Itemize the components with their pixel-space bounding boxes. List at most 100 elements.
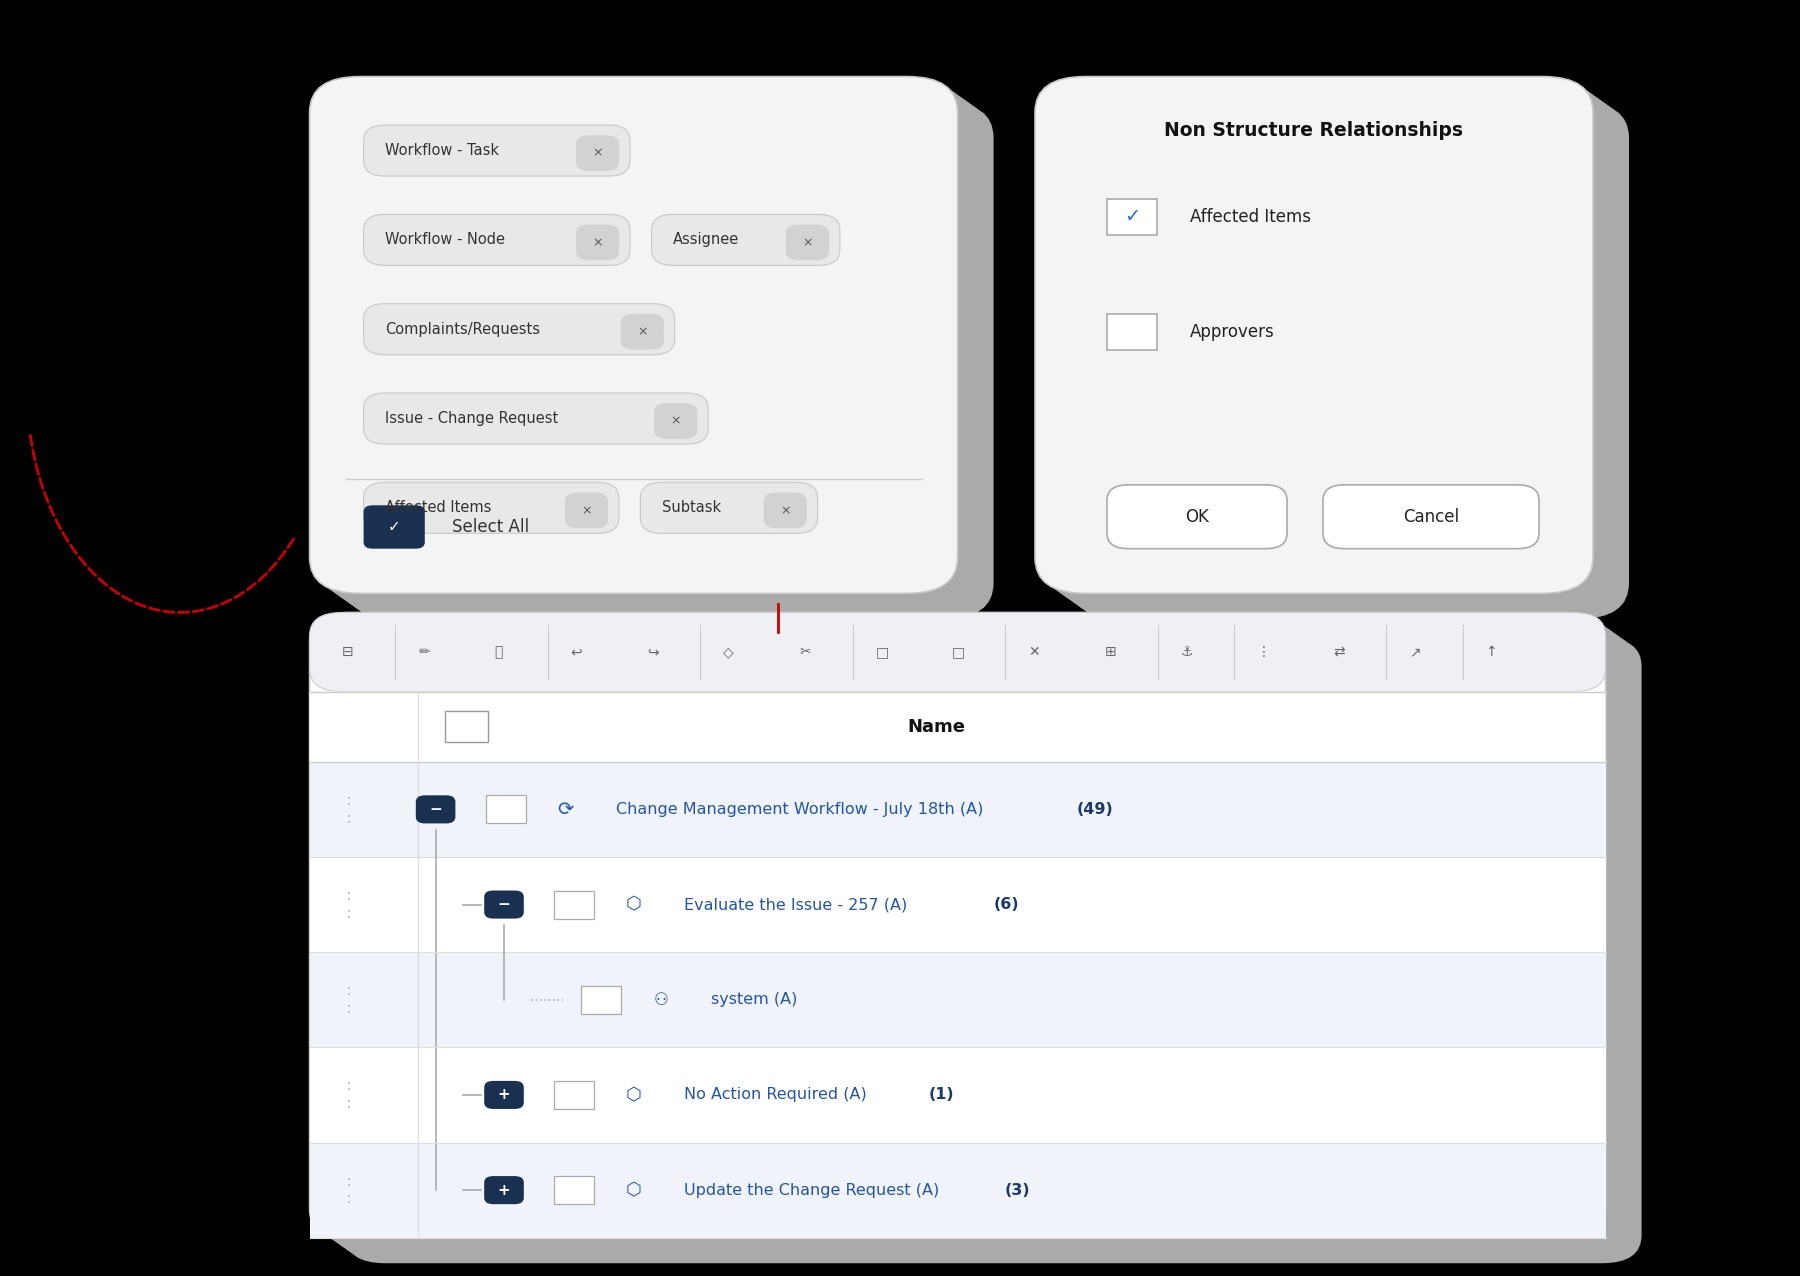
Text: Select All: Select All — [452, 518, 529, 536]
Text: Issue - Change Request: Issue - Change Request — [385, 411, 558, 426]
Text: ↪: ↪ — [646, 646, 659, 658]
Text: (3): (3) — [1004, 1183, 1030, 1198]
FancyBboxPatch shape — [338, 97, 986, 614]
FancyBboxPatch shape — [1107, 199, 1157, 235]
Text: □: □ — [952, 646, 965, 658]
Bar — [310, 857, 1606, 952]
Text: ⋮: ⋮ — [1256, 646, 1271, 658]
Text: 💾: 💾 — [495, 646, 502, 658]
Text: ✓: ✓ — [387, 519, 401, 535]
FancyBboxPatch shape — [554, 1176, 594, 1205]
Text: ∶: ∶ — [347, 984, 351, 998]
Text: Update the Change Request (A): Update the Change Request (A) — [684, 1183, 940, 1198]
Text: OK: OK — [1184, 508, 1210, 526]
Text: ×: × — [670, 415, 680, 427]
FancyBboxPatch shape — [1107, 314, 1157, 350]
FancyBboxPatch shape — [581, 985, 621, 1013]
FancyBboxPatch shape — [621, 314, 664, 350]
Text: □: □ — [875, 646, 889, 658]
Text: ×: × — [592, 236, 603, 249]
FancyBboxPatch shape — [1071, 102, 1629, 619]
Text: ↩: ↩ — [571, 646, 583, 658]
Text: ∶: ∶ — [347, 1174, 351, 1189]
FancyBboxPatch shape — [364, 125, 630, 176]
Text: ⚓: ⚓ — [1181, 646, 1193, 658]
FancyBboxPatch shape — [486, 795, 526, 823]
Text: +: + — [497, 1183, 511, 1198]
Text: ⊞: ⊞ — [1105, 646, 1116, 658]
FancyBboxPatch shape — [346, 638, 1642, 1263]
Text: ×: × — [779, 504, 790, 517]
Text: ∶: ∶ — [347, 792, 351, 808]
Text: Workflow - Node: Workflow - Node — [385, 232, 506, 248]
FancyBboxPatch shape — [1042, 82, 1600, 598]
Text: ∶: ∶ — [347, 1096, 351, 1111]
Text: ⊟: ⊟ — [342, 646, 353, 658]
FancyBboxPatch shape — [364, 214, 630, 265]
Text: ✕: ✕ — [1028, 646, 1040, 658]
Text: ∶: ∶ — [347, 810, 351, 826]
FancyBboxPatch shape — [576, 225, 619, 260]
Text: Approvers: Approvers — [1190, 323, 1274, 341]
FancyBboxPatch shape — [324, 623, 1620, 1248]
FancyBboxPatch shape — [641, 482, 817, 533]
FancyBboxPatch shape — [331, 92, 979, 609]
FancyBboxPatch shape — [338, 633, 1634, 1258]
FancyBboxPatch shape — [310, 692, 1606, 762]
Text: Evaluate the Issue - 257 (A): Evaluate the Issue - 257 (A) — [684, 897, 907, 912]
Text: Name: Name — [907, 717, 965, 736]
Text: ⚇: ⚇ — [653, 990, 668, 1009]
FancyBboxPatch shape — [445, 711, 488, 741]
Text: +: + — [497, 1087, 511, 1102]
FancyBboxPatch shape — [364, 482, 619, 533]
Text: ◇: ◇ — [724, 646, 734, 658]
Text: system (A): system (A) — [711, 993, 797, 1007]
Text: Subtask: Subtask — [662, 500, 722, 516]
FancyBboxPatch shape — [1057, 92, 1615, 609]
Text: No Action Required (A): No Action Required (A) — [684, 1087, 868, 1102]
Text: ⇄: ⇄ — [1334, 646, 1345, 658]
Text: Complaints/Requests: Complaints/Requests — [385, 322, 540, 337]
Text: Affected Items: Affected Items — [1190, 208, 1310, 226]
Text: ⬡: ⬡ — [626, 1182, 641, 1199]
FancyBboxPatch shape — [317, 82, 965, 598]
FancyBboxPatch shape — [416, 795, 455, 823]
FancyBboxPatch shape — [484, 1176, 524, 1205]
Text: ∶: ∶ — [347, 1192, 351, 1207]
Text: ×: × — [581, 504, 592, 517]
FancyBboxPatch shape — [364, 393, 707, 444]
Text: (1): (1) — [929, 1087, 954, 1102]
FancyBboxPatch shape — [346, 102, 994, 619]
Text: (49): (49) — [1076, 801, 1112, 817]
FancyBboxPatch shape — [317, 618, 1613, 1243]
FancyBboxPatch shape — [310, 77, 958, 593]
Text: ∶: ∶ — [347, 1078, 351, 1094]
Text: ∶: ∶ — [347, 906, 351, 921]
FancyBboxPatch shape — [1064, 97, 1622, 614]
FancyBboxPatch shape — [1323, 485, 1539, 549]
FancyBboxPatch shape — [331, 628, 1627, 1253]
Bar — [310, 952, 1606, 1048]
FancyBboxPatch shape — [565, 493, 608, 528]
FancyBboxPatch shape — [1107, 485, 1287, 549]
FancyBboxPatch shape — [554, 891, 594, 919]
Text: ∶: ∶ — [347, 1002, 351, 1016]
FancyBboxPatch shape — [787, 225, 830, 260]
Bar — [310, 1142, 1606, 1238]
Text: Cancel: Cancel — [1402, 508, 1460, 526]
Text: Workflow - Task: Workflow - Task — [385, 143, 499, 158]
Text: ✓: ✓ — [1123, 208, 1141, 226]
Text: ×: × — [592, 147, 603, 160]
Text: (6): (6) — [994, 897, 1019, 912]
Text: ⬡: ⬡ — [626, 1086, 641, 1104]
FancyBboxPatch shape — [1049, 87, 1607, 604]
Text: ⟳: ⟳ — [556, 800, 574, 819]
Text: ↑: ↑ — [1485, 646, 1498, 658]
FancyBboxPatch shape — [324, 87, 972, 604]
FancyBboxPatch shape — [484, 891, 524, 919]
Text: ∶: ∶ — [347, 888, 351, 903]
FancyBboxPatch shape — [763, 493, 806, 528]
Text: ×: × — [637, 325, 648, 338]
Text: Affected Items: Affected Items — [385, 500, 491, 516]
Bar — [310, 1048, 1606, 1142]
